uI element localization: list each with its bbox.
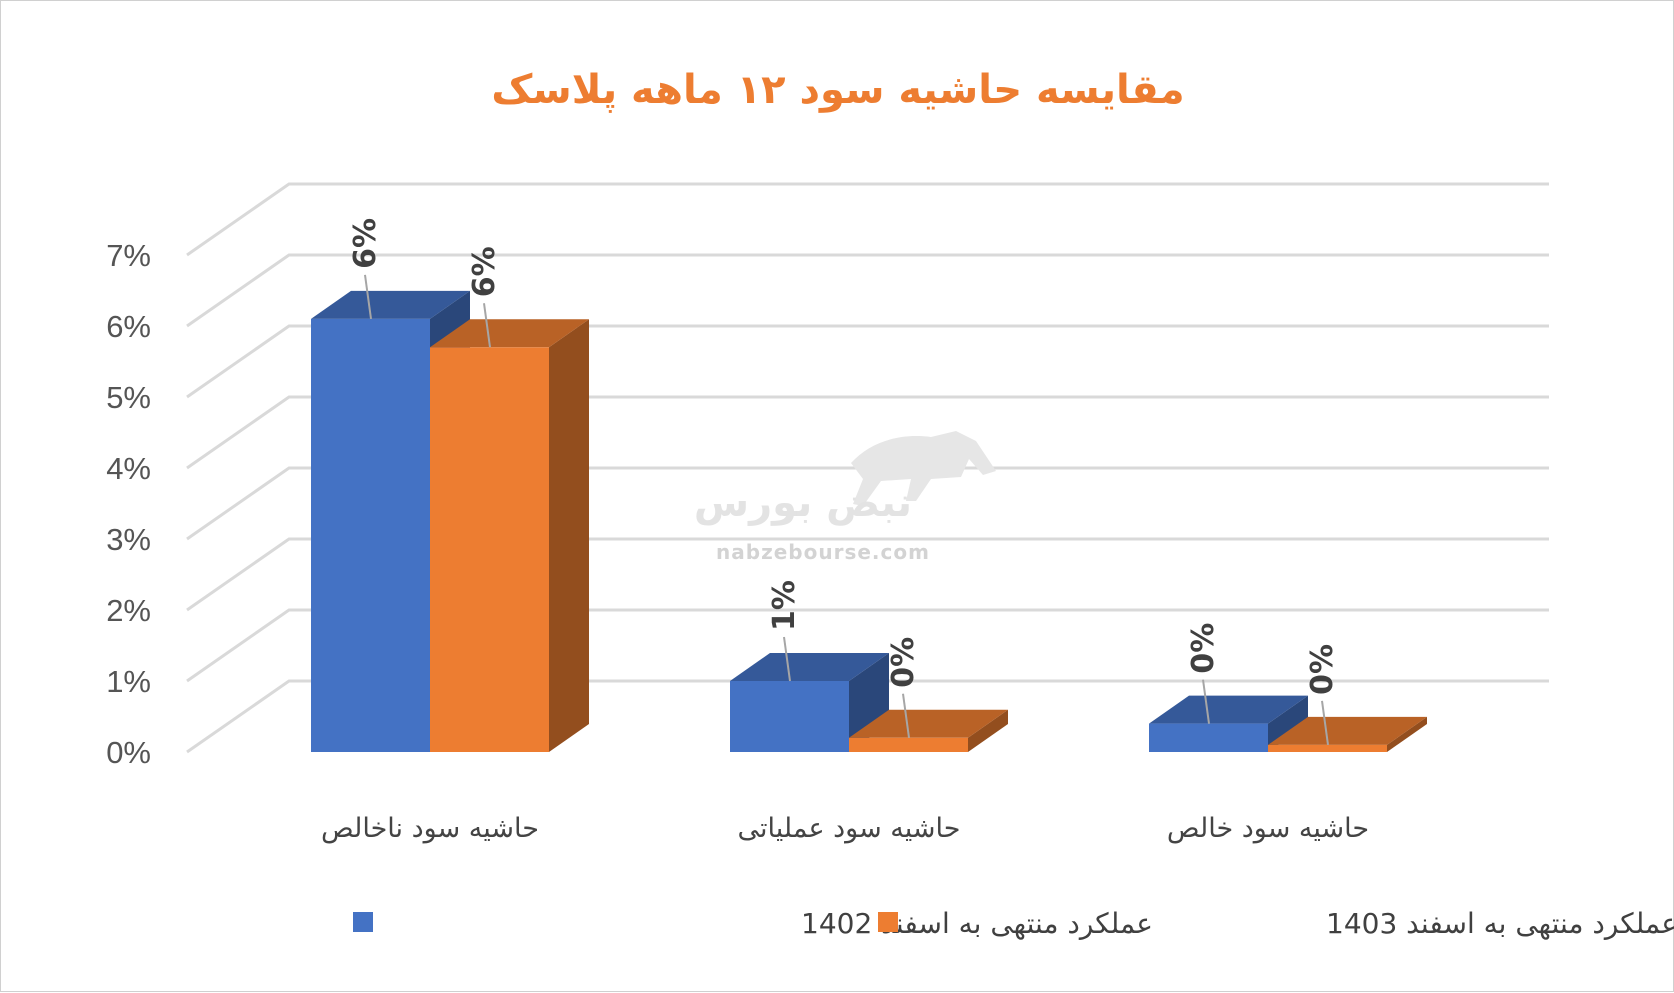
label-leader-line <box>783 636 791 682</box>
bar[interactable] <box>849 737 968 752</box>
y-tick-label: 1% <box>106 664 151 699</box>
legend: عملکرد منتهی به اسفند 1402 عملکرد منتهی … <box>353 907 1674 940</box>
gridline <box>186 537 1549 612</box>
category-label: حاشیه سود عملیاتی <box>738 813 961 844</box>
legend-label-1403: عملکرد منتهی به اسفند 1403 <box>1326 907 1674 940</box>
gridline <box>186 324 1549 399</box>
gridlines <box>186 182 1549 754</box>
category-labels: حاشیه سود ناخالص حاشیه سود عملیاتی حاشیه س… <box>321 813 1369 844</box>
bar[interactable] <box>1268 744 1387 752</box>
data-label: 0% <box>1186 623 1221 674</box>
label-leader-line <box>483 303 491 348</box>
watermark-url: nabzebourse.com <box>716 540 930 564</box>
legend-label-1402: عملکرد منتهی به اسفند 1402 <box>801 907 1153 940</box>
bar-top <box>1268 716 1427 745</box>
data-label: 0% <box>1305 644 1340 695</box>
y-tick-label: 0% <box>106 735 151 770</box>
gridline <box>186 608 1549 683</box>
data-labels: 6% 6% 1% 0% 0% 0% <box>348 218 1340 746</box>
legend-item-1403[interactable]: عملکرد منتهی به اسفند 1403 <box>878 907 1674 940</box>
gridline <box>186 253 1549 328</box>
y-tick-label: 7% <box>106 238 151 273</box>
bar[interactable] <box>311 318 430 752</box>
bar[interactable] <box>730 681 849 752</box>
bar-side <box>549 319 589 752</box>
gridline <box>186 395 1549 470</box>
bar-side <box>1387 716 1427 752</box>
bar-top <box>430 319 589 348</box>
y-tick-label: 6% <box>106 309 151 344</box>
label-leader-line <box>1202 679 1210 724</box>
category-label: حاشیه سود خالص <box>1167 813 1369 844</box>
label-leader-line <box>902 693 910 738</box>
data-label: 6% <box>348 218 383 269</box>
bars <box>311 290 1427 752</box>
watermark-text: نبض بورس <box>694 480 912 526</box>
legend-item-1402[interactable]: عملکرد منتهی به اسفند 1402 <box>353 907 1153 940</box>
bar-top <box>1149 695 1308 724</box>
bar-top <box>730 653 889 681</box>
bull-logo-icon <box>851 431 996 506</box>
y-tick-label: 2% <box>106 593 151 628</box>
bar-top <box>311 290 470 319</box>
bar-top <box>849 709 1008 738</box>
label-leader-line <box>1321 700 1329 746</box>
y-axis-ticks: 0% 1% 2% 3% 4% 5% 6% 7% <box>106 238 151 770</box>
gridline <box>186 679 1549 754</box>
data-label: 1% <box>767 580 802 631</box>
category-label: حاشیه سود ناخالص <box>321 813 539 844</box>
bar-side <box>968 709 1008 752</box>
bar[interactable] <box>1149 723 1268 752</box>
data-label: 0% <box>886 637 921 688</box>
bar[interactable] <box>430 347 549 752</box>
y-tick-label: 4% <box>106 451 151 486</box>
y-tick-label: 5% <box>106 380 151 415</box>
watermark: نبض بورس nabzebourse.com <box>694 431 996 564</box>
legend-swatch-1402 <box>353 912 373 932</box>
gridline <box>186 182 1549 257</box>
label-leader-line <box>364 274 372 320</box>
gridline <box>186 466 1549 541</box>
data-label: 6% <box>467 246 502 297</box>
chart-title: مقایسه حاشیه سود ۱۲ ماهه پلاسک <box>491 67 1184 113</box>
legend-swatch-1403 <box>878 912 898 932</box>
y-tick-label: 3% <box>106 522 151 557</box>
